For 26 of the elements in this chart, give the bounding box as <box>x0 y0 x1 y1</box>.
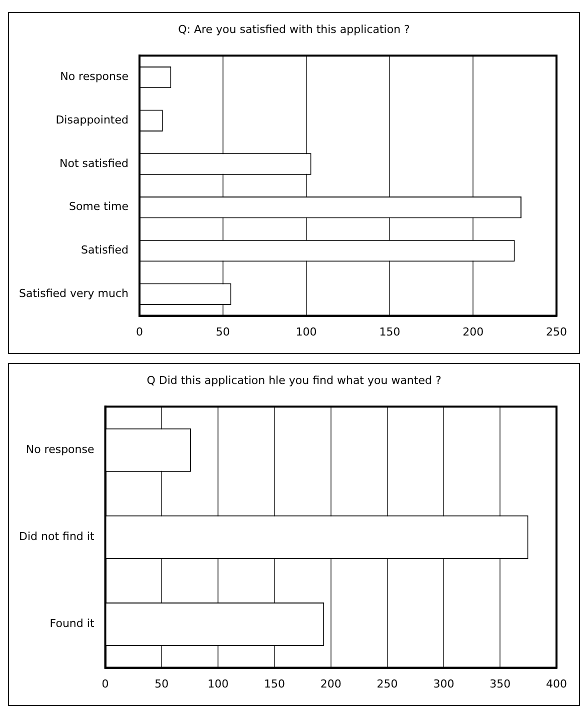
x-tick-label: 50 <box>216 325 230 338</box>
x-tick-label: 0 <box>102 677 109 690</box>
y-tick-label: Disappointed <box>56 114 129 127</box>
y-tick-label: Found it <box>50 617 95 630</box>
chart-title: Q: Are you satisfied with this application ? <box>177 23 411 36</box>
x-tick-label: 300 <box>433 677 454 690</box>
y-tick-label: Did not find it <box>19 530 95 544</box>
x-tick-label: 150 <box>379 325 400 338</box>
y-tick-label: Some time <box>68 200 129 214</box>
y-tick-label: No response <box>60 70 129 84</box>
y-tick-label: No response <box>26 442 94 456</box>
x-tick-label: 0 <box>136 325 144 338</box>
x-tick-label: 350 <box>490 677 511 690</box>
x-tick-label: 50 <box>154 677 169 690</box>
chart-title: Q Did this application hle you find what you wanted ? <box>146 374 442 387</box>
y-tick-label: Satisfied <box>80 244 129 257</box>
x-tick-label: 200 <box>462 325 484 338</box>
x-tick-label: 250 <box>546 325 567 338</box>
x-tick-label: 150 <box>264 677 285 690</box>
x-tick-label: 400 <box>546 677 567 690</box>
y-tick-label: Satisfied very much <box>18 286 129 300</box>
x-tick-label: 100 <box>208 677 229 690</box>
x-tick-label: 100 <box>296 325 317 338</box>
x-tick-label: 200 <box>320 677 342 690</box>
x-tick-label: 250 <box>376 677 398 690</box>
y-tick-label: Not satisfied <box>59 156 129 170</box>
